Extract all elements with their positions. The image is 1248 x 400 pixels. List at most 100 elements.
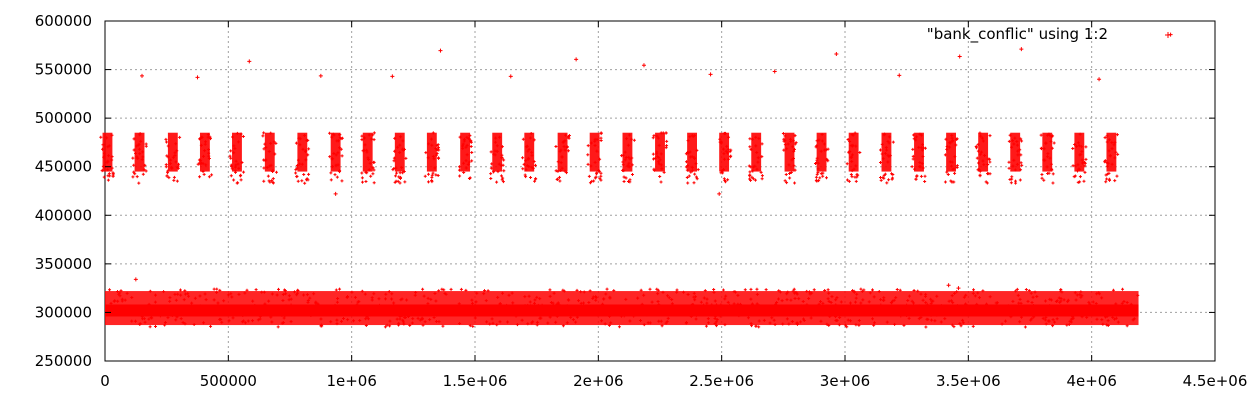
baseline-point bbox=[1024, 287, 1028, 291]
baseline-point bbox=[251, 319, 255, 323]
cluster-point bbox=[692, 181, 696, 185]
baseline-point bbox=[335, 318, 339, 322]
cluster-point bbox=[1019, 161, 1023, 165]
cluster-point bbox=[1083, 170, 1087, 174]
cluster-point bbox=[141, 155, 145, 159]
cluster-point bbox=[984, 180, 988, 184]
cluster-point bbox=[431, 171, 435, 175]
baseline-point bbox=[693, 295, 697, 299]
baseline-point bbox=[667, 296, 671, 300]
baseline-point bbox=[179, 317, 183, 321]
baseline-point bbox=[848, 319, 852, 323]
baseline-point bbox=[444, 292, 448, 296]
y-tick-label: 600000 bbox=[35, 12, 92, 30]
baseline-point bbox=[267, 299, 271, 303]
baseline-point bbox=[475, 311, 479, 315]
cluster-point bbox=[750, 175, 754, 179]
cluster-point bbox=[1008, 133, 1012, 137]
baseline-point bbox=[182, 298, 186, 302]
baseline-point bbox=[368, 313, 372, 317]
cluster-point bbox=[1049, 162, 1053, 166]
cluster-point bbox=[1007, 160, 1011, 164]
cluster-point bbox=[622, 180, 626, 184]
cluster-point bbox=[690, 165, 694, 169]
baseline-point bbox=[762, 305, 766, 309]
baseline-point bbox=[726, 300, 730, 304]
baseline-point bbox=[183, 292, 187, 296]
baseline-point bbox=[1060, 290, 1064, 294]
cluster-point bbox=[140, 158, 144, 162]
cluster-point bbox=[100, 169, 104, 173]
baseline-point bbox=[1098, 309, 1102, 313]
baseline-point bbox=[414, 291, 418, 295]
baseline-point bbox=[660, 324, 664, 328]
baseline-point bbox=[579, 290, 583, 294]
cluster-point bbox=[891, 172, 895, 176]
cluster-point bbox=[988, 157, 992, 161]
baseline-point bbox=[385, 323, 389, 327]
cluster-point bbox=[269, 163, 273, 167]
baseline-point bbox=[686, 304, 690, 308]
cluster-point bbox=[626, 163, 630, 167]
baseline-point bbox=[309, 314, 313, 318]
cluster-point bbox=[1113, 156, 1117, 160]
baseline-point bbox=[785, 292, 789, 296]
baseline-point bbox=[307, 312, 311, 316]
baseline-point bbox=[495, 312, 499, 316]
baseline-point bbox=[872, 295, 876, 299]
baseline-point bbox=[871, 317, 875, 321]
cluster-point bbox=[791, 145, 795, 149]
cluster-point bbox=[1072, 175, 1076, 179]
baseline-point bbox=[596, 313, 600, 317]
baseline-point bbox=[574, 320, 578, 324]
cluster-point bbox=[725, 144, 729, 148]
baseline-point bbox=[216, 306, 220, 310]
baseline-point bbox=[178, 288, 182, 292]
cluster-point bbox=[1084, 157, 1088, 161]
cluster-point bbox=[141, 150, 145, 154]
baseline-point bbox=[318, 304, 322, 308]
baseline-point bbox=[198, 304, 202, 308]
cluster-point bbox=[106, 168, 110, 172]
baseline-point bbox=[1031, 304, 1035, 308]
cluster-point bbox=[845, 162, 849, 166]
cluster-point bbox=[300, 179, 304, 183]
baseline-point bbox=[755, 306, 759, 310]
baseline-point bbox=[289, 320, 293, 324]
cluster-point bbox=[433, 166, 437, 170]
cluster-point bbox=[423, 174, 427, 178]
cluster-point bbox=[294, 171, 298, 175]
cluster-point bbox=[1046, 155, 1049, 159]
cluster-point bbox=[232, 178, 236, 182]
cluster-point bbox=[792, 147, 796, 151]
cluster-point-block bbox=[264, 132, 275, 172]
baseline-point bbox=[798, 305, 802, 309]
baseline-point bbox=[1101, 322, 1105, 326]
baseline-point bbox=[898, 288, 902, 292]
outlier-point bbox=[438, 48, 443, 53]
baseline-point bbox=[1095, 292, 1099, 296]
cluster-point bbox=[197, 137, 201, 141]
baseline-point bbox=[109, 301, 113, 305]
baseline-point bbox=[241, 314, 245, 318]
cluster-point bbox=[528, 136, 532, 140]
cluster-point bbox=[627, 155, 631, 159]
cluster-point bbox=[340, 179, 344, 183]
cluster-point bbox=[749, 178, 753, 182]
baseline-point bbox=[861, 298, 865, 302]
baseline-point bbox=[805, 303, 809, 307]
outlier-point bbox=[956, 286, 961, 291]
baseline-point bbox=[437, 289, 441, 293]
baseline-point bbox=[1029, 291, 1033, 295]
cluster-point bbox=[748, 145, 752, 149]
baseline-point bbox=[656, 292, 660, 296]
cluster-point bbox=[1113, 179, 1117, 183]
cluster-point bbox=[306, 138, 310, 142]
cluster-point bbox=[502, 158, 506, 162]
baseline-point bbox=[193, 296, 197, 300]
baseline-point bbox=[1032, 315, 1036, 319]
baseline-point bbox=[327, 305, 331, 309]
cluster-point-block bbox=[914, 132, 924, 172]
cluster-point bbox=[586, 153, 590, 157]
